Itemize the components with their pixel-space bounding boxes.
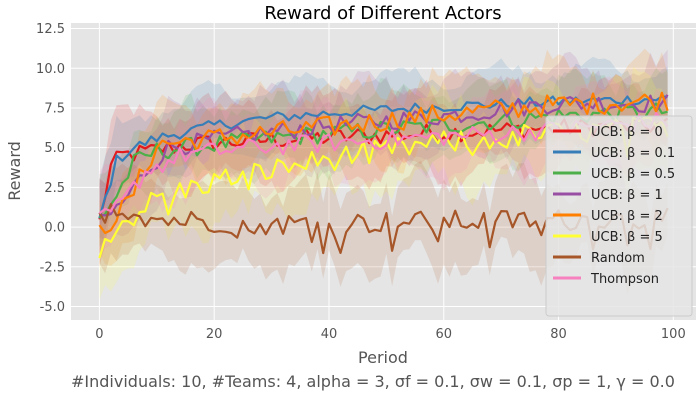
legend-label: UCB: β = 0 <box>591 125 663 140</box>
legend-label: UCB: β = 0.5 <box>591 167 675 182</box>
legend-box <box>545 115 693 317</box>
y-tick-label: 12.5 <box>36 22 65 37</box>
series-line <box>99 94 669 217</box>
confidence-band <box>99 160 668 296</box>
legend-label: UCB: β = 0.1 <box>591 146 675 161</box>
x-axis-label: Period <box>358 348 408 367</box>
y-tick-label: 0.0 <box>44 221 65 236</box>
y-axis-label: Reward <box>5 141 24 201</box>
y-tick-label: -5.0 <box>40 300 65 315</box>
y-tick-label: 5.0 <box>44 141 65 156</box>
x-tick-label: 60 <box>435 327 452 342</box>
figure-caption: #Individuals: 10, #Teams: 4, alpha = 3, … <box>71 372 675 391</box>
y-tick-label: 7.5 <box>44 101 65 116</box>
legend-label: UCB: β = 5 <box>591 230 663 245</box>
legend-label: Random <box>591 251 645 266</box>
y-tick-labels: -5.0 -2.5 0.0 2.5 5.0 7.5 10.0 12.5 <box>36 22 65 315</box>
legend: UCB: β = 0 UCB: β = 0.1 UCB: β = 0.5 UCB: β… <box>545 115 693 317</box>
y-tick-label: 2.5 <box>44 181 65 196</box>
chart-title: Reward of Different Actors <box>264 3 501 24</box>
legend-label: Thompson <box>590 272 659 287</box>
legend-label: UCB: β = 1 <box>591 188 663 203</box>
x-tick-label: 100 <box>661 327 686 342</box>
x-tick-label: 80 <box>550 327 567 342</box>
x-tick-label: 20 <box>206 327 223 342</box>
series-line <box>98 91 669 235</box>
x-tick-label: 0 <box>95 327 103 342</box>
legend-label: UCB: β = 2 <box>591 209 663 224</box>
y-tick-label: -2.5 <box>40 260 65 275</box>
x-tick-labels: 0 20 40 60 80 100 <box>95 327 685 342</box>
x-tick-label: 40 <box>321 327 338 342</box>
y-tick-label: 10.0 <box>36 62 65 77</box>
